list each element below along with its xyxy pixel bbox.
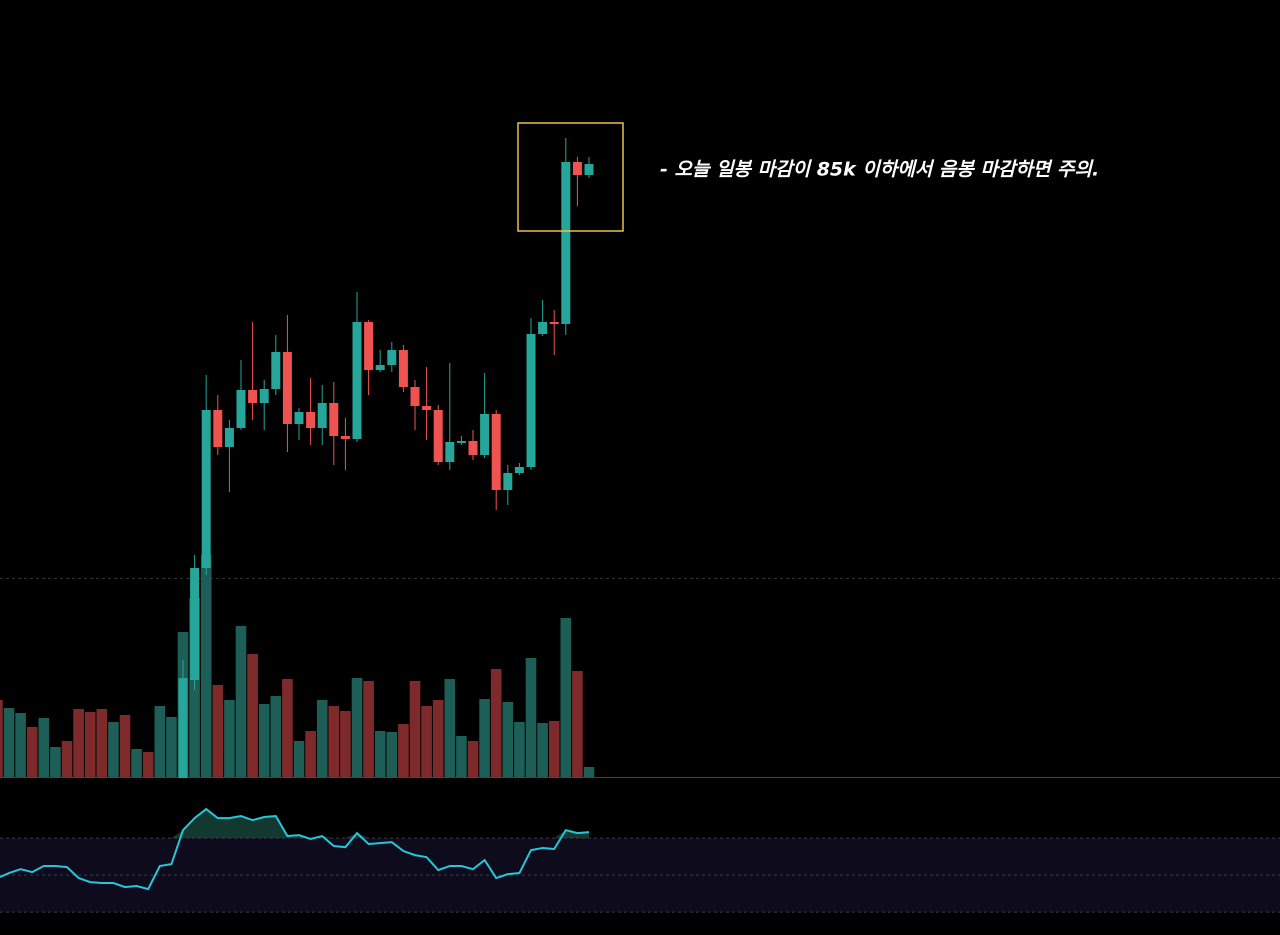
candle-body: [294, 412, 304, 424]
candle-body: [572, 162, 582, 175]
volume-bar: [328, 706, 340, 777]
volume-bar: [73, 709, 84, 777]
volume-bar: [363, 681, 374, 777]
candle-body: [514, 467, 524, 473]
volume-bar: [3, 708, 15, 777]
volume-bar: [131, 749, 142, 777]
volume-bar: [409, 681, 421, 777]
highlight-box: [517, 122, 624, 232]
candle-body: [549, 322, 559, 324]
candle-body: [480, 414, 490, 455]
volume-bar: [548, 721, 560, 777]
candle-body: [364, 322, 374, 370]
volume-bar: [351, 678, 363, 777]
volume-bar: [270, 696, 282, 777]
volume-bar: [61, 741, 73, 777]
volume-bar: [456, 736, 467, 777]
candle-body: [387, 350, 397, 365]
volume-bar: [514, 722, 525, 777]
annotation: - 오늘 일봉 마감이 85k 이하에서 음봉 마감하면 주의.: [660, 159, 1099, 181]
volume-bar: [38, 718, 50, 777]
volume-bar: [490, 669, 502, 777]
volume-bar: [15, 713, 26, 777]
volume-bar: [305, 731, 316, 777]
volume-bar: [444, 679, 456, 777]
candle-body: [271, 352, 281, 389]
indicator-line: [0, 807, 590, 891]
candle-body: [422, 406, 432, 410]
volume-bar: [166, 717, 177, 777]
volume-bar: [282, 679, 293, 777]
candle-body: [248, 390, 258, 403]
candle-body: [526, 334, 536, 467]
volume-bar: [96, 709, 108, 777]
volume-bar: [525, 658, 537, 777]
volume-bar: [235, 626, 247, 777]
candle-body: [190, 568, 200, 680]
candle-body: [410, 387, 420, 406]
volume-bar: [200, 555, 212, 777]
volume-bar: [224, 700, 235, 777]
volume-bar: [119, 715, 131, 777]
candle-body: [224, 428, 234, 447]
candle-body: [236, 390, 246, 428]
candle-body: [456, 441, 466, 443]
volume-bar: [212, 685, 224, 777]
volume-bar: [316, 700, 328, 777]
volume-bar: [572, 671, 583, 777]
volume-bar: [247, 654, 258, 777]
volume-bar: [432, 700, 444, 777]
volume-bar: [340, 711, 351, 777]
volume-bar: [398, 724, 409, 777]
candle-body: [538, 322, 548, 334]
volume-bar: [502, 702, 514, 777]
candle-body: [282, 352, 292, 424]
volume-bar: [258, 704, 270, 777]
candle-body: [329, 403, 339, 436]
volume-bar: [421, 706, 432, 777]
candle-body: [433, 410, 443, 462]
candle-body: [468, 441, 478, 455]
candle-body: [178, 678, 188, 778]
candle-body: [213, 410, 223, 447]
volume-bar: [154, 706, 166, 777]
volume-bar: [0, 700, 3, 777]
volume-bar: [374, 731, 386, 777]
candle-body: [561, 162, 571, 324]
candle-body: [584, 164, 594, 175]
candle-body: [317, 403, 327, 428]
candle-body: [340, 436, 350, 439]
volume-bar: [293, 741, 305, 777]
volume-bar: [84, 712, 96, 777]
volume-bar: [386, 732, 398, 777]
candle-body: [503, 473, 513, 490]
candle-body: [352, 322, 362, 439]
volume-bar: [583, 767, 595, 777]
volume-bar: [26, 727, 38, 777]
volume-bar: [537, 723, 548, 777]
candle-body: [445, 442, 455, 462]
volume-bar: [142, 752, 154, 777]
candle-body: [398, 350, 408, 387]
level-band: [0, 838, 1280, 913]
volume-bar: [50, 747, 61, 777]
volume-bar: [467, 741, 479, 777]
volume-bar: [560, 618, 572, 777]
candle-body: [491, 414, 501, 490]
candle-body: [201, 410, 211, 568]
candle-body: [375, 365, 385, 370]
volume-bar: [108, 722, 119, 777]
volume-bar: [479, 699, 490, 777]
candle-body: [259, 389, 269, 403]
candle-body: [306, 412, 316, 428]
